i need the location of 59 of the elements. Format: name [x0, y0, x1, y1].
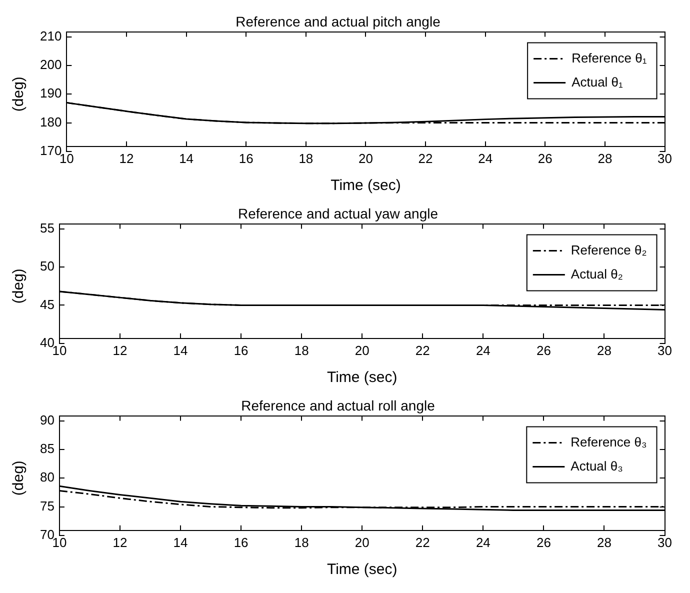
legend-label: Actual θ₂	[570, 266, 623, 282]
x-tick-label: 22	[415, 342, 430, 358]
chart-title: Reference and actual pitch angle	[236, 13, 441, 30]
y-tick-label: 85	[40, 441, 54, 456]
y-tick-label: 190	[40, 86, 62, 101]
x-tick-label: 18	[298, 150, 314, 166]
legend-label: Actual θ₃	[570, 458, 623, 474]
chart-title: Reference and actual yaw angle	[238, 205, 438, 222]
x-tick-label: 30	[658, 534, 672, 550]
x-tick-label: 26	[536, 342, 551, 358]
y-tick-label: 70	[40, 526, 54, 542]
x-tick-label: 20	[358, 150, 373, 166]
y-tick-label: 200	[40, 57, 62, 72]
y-tick-label: 50	[40, 258, 54, 274]
x-tick-label: 14	[173, 342, 188, 358]
x-tick-label: 24	[476, 534, 490, 550]
y-tick-label: 170	[40, 142, 62, 158]
x-tick-label: 16	[238, 150, 254, 166]
y-tick-label: 55	[40, 220, 54, 236]
chart-title: Reference and actual roll angle	[241, 397, 436, 414]
x-tick-label: 16	[234, 342, 248, 358]
x-tick-label: 14	[173, 534, 188, 550]
x-tick-label: 28	[597, 534, 612, 550]
y-tick-label: 45	[40, 296, 54, 312]
x-tick-label: 14	[179, 150, 194, 166]
x-tick-label: 26	[538, 150, 552, 166]
x-tick-label: 20	[354, 342, 370, 358]
x-tick-label: 22	[415, 534, 430, 550]
x-tick-label: 28	[598, 150, 612, 166]
x-tick-label: 12	[112, 342, 128, 358]
legend-label: Reference θ₁	[572, 50, 648, 66]
y-tick-label: 40	[40, 334, 54, 350]
y-tick-label: 90	[40, 412, 54, 428]
x-tick-label: 30	[658, 342, 672, 358]
x-tick-label: 30	[658, 150, 672, 166]
legend-label: Reference θ₂	[570, 242, 647, 258]
y-axis-title: (deg)	[10, 268, 28, 304]
x-tick-label: 28	[597, 342, 612, 358]
x-tick-label: 20	[354, 534, 370, 550]
x-axis-title: Time (sec)	[326, 561, 398, 578]
x-tick-label: 24	[478, 150, 493, 166]
y-axis-title: (deg)	[10, 76, 28, 112]
x-axis-title: Time (sec)	[326, 369, 398, 386]
x-tick-label: 18	[294, 342, 309, 358]
y-tick-label: 80	[40, 470, 54, 485]
x-tick-label: 26	[536, 534, 551, 550]
y-tick-label: 75	[40, 498, 54, 514]
x-tick-label: 22	[418, 150, 433, 166]
x-axis-title: Time (sec)	[330, 177, 401, 194]
x-tick-label: 16	[234, 534, 248, 550]
y-axis-title: (deg)	[10, 460, 28, 496]
legend-label: Actual θ₁	[572, 74, 624, 90]
y-tick-label: 180	[40, 114, 62, 130]
x-tick-label: 12	[119, 150, 134, 166]
x-tick-label: 24	[476, 342, 490, 358]
x-tick-label: 12	[112, 534, 128, 550]
x-tick-label: 18	[294, 534, 309, 550]
y-tick-label: 210	[40, 28, 62, 44]
legend-label: Reference θ₃	[570, 434, 647, 450]
